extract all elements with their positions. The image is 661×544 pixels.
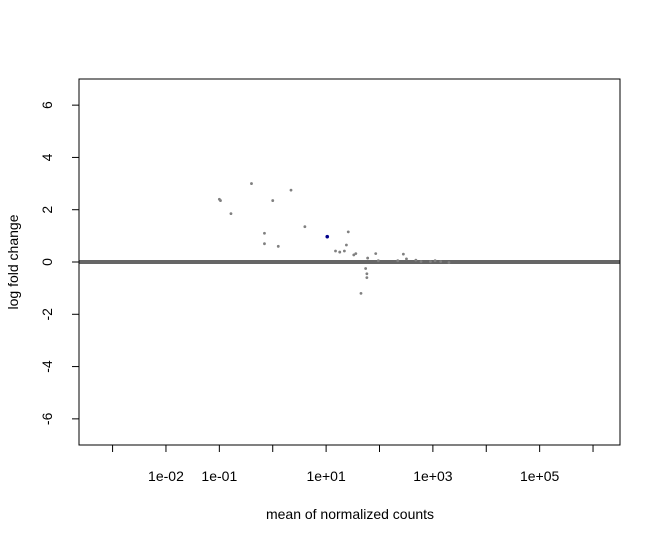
points-layer	[217, 182, 451, 295]
data-point	[359, 291, 363, 295]
data-point	[374, 252, 378, 256]
data-point	[447, 261, 451, 264]
data-point	[429, 260, 432, 263]
data-point	[334, 249, 337, 253]
data-point	[250, 182, 253, 185]
y-tick-label: 6	[39, 101, 55, 109]
data-point	[365, 272, 369, 276]
data-point	[414, 258, 418, 262]
y-tick-label: 0	[39, 258, 55, 266]
y-tick-label: -4	[39, 360, 55, 373]
data-point	[345, 243, 348, 247]
data-point	[271, 199, 275, 202]
data-point	[419, 260, 423, 263]
y-tick-label: -2	[39, 308, 55, 321]
data-point	[346, 230, 350, 234]
data-point	[263, 231, 266, 235]
data-point	[396, 259, 400, 263]
data-point	[354, 252, 358, 256]
data-point	[229, 212, 233, 216]
y-tick-label: -6	[39, 412, 55, 425]
data-point	[289, 188, 293, 192]
x-axis: 1e-02 1e-01 1e+01 1e+03 1e+05	[112, 445, 594, 484]
highlighted-point	[325, 234, 330, 239]
y-axis: -6 -4 -2 0 2 4 6	[39, 101, 79, 425]
data-point	[376, 259, 380, 263]
data-point	[364, 267, 368, 270]
data-point	[365, 276, 369, 280]
data-point	[405, 257, 408, 261]
x-axis-title: mean of normalized counts	[266, 506, 434, 522]
data-point	[342, 249, 346, 253]
data-point	[433, 259, 437, 263]
y-axis-title: log fold change	[5, 214, 21, 309]
x-tick-label: 1e-01	[201, 468, 237, 484]
data-point	[219, 199, 222, 202]
data-point	[338, 250, 342, 254]
y-tick-label: 4	[39, 153, 55, 161]
data-point	[263, 242, 266, 246]
data-point	[352, 253, 356, 257]
data-point	[401, 252, 405, 256]
y-tick-label: 2	[39, 206, 55, 214]
plot-frame	[78, 78, 621, 446]
x-tick-label: 1e-02	[148, 468, 184, 484]
x-tick-label: 1e+05	[520, 468, 560, 484]
data-point	[439, 260, 443, 263]
x-tick-label: 1e+03	[413, 468, 453, 484]
data-point	[366, 256, 370, 260]
data-point	[303, 225, 307, 229]
x-tick-label: 1e+01	[306, 468, 346, 484]
data-point	[276, 244, 280, 248]
